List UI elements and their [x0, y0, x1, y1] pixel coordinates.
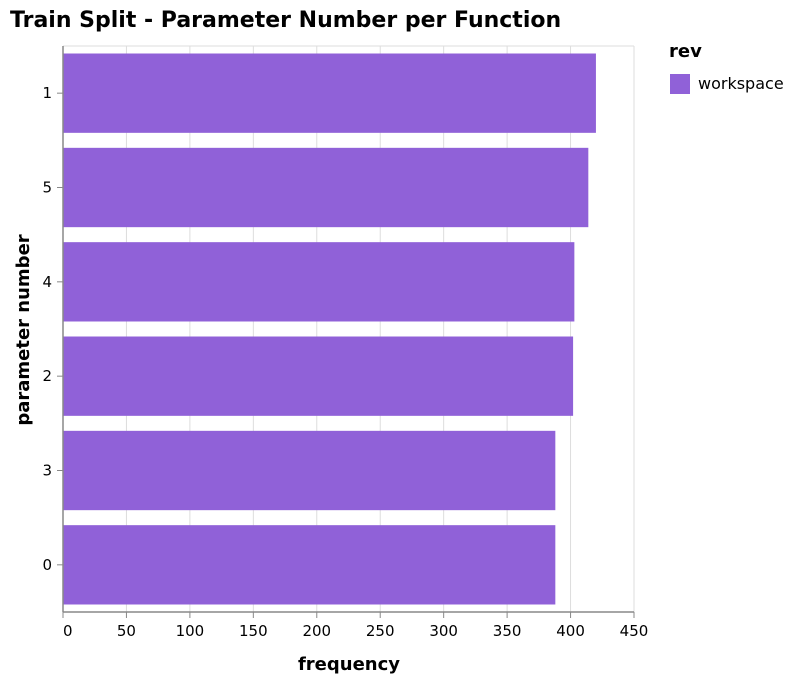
- x-tick-label: 350: [493, 622, 522, 640]
- x-tick-label: 100: [176, 622, 205, 640]
- x-tick-label: 400: [556, 622, 585, 640]
- x-tick-label: 250: [366, 622, 395, 640]
- bars: [63, 53, 596, 605]
- bar-0: [63, 525, 556, 605]
- y-axis-ticks: 1 5 4 2 3 0: [42, 84, 63, 574]
- x-tick-label: 50: [117, 622, 136, 640]
- y-tick-label: 2: [42, 367, 52, 385]
- x-axis-ticks: 0 50 100 150 200 250 300 350 400 450: [62, 612, 649, 640]
- chart-title: Train Split - Parameter Number per Funct…: [10, 8, 561, 33]
- y-tick-label: 3: [42, 462, 52, 480]
- x-tick-label: 200: [302, 622, 331, 640]
- bar-1: [63, 53, 596, 133]
- x-tick-label: 0: [63, 622, 73, 640]
- y-axis-title: parameter number: [13, 234, 34, 425]
- legend: rev workspace: [669, 41, 784, 94]
- x-tick-label: 300: [429, 622, 458, 640]
- axes: [62, 46, 634, 613]
- bar-3: [63, 430, 556, 511]
- legend-label-workspace: workspace: [698, 74, 784, 93]
- y-tick-label: 4: [42, 273, 52, 291]
- x-axis-title: frequency: [298, 654, 400, 675]
- x-tick-label: 450: [620, 622, 649, 640]
- bar-2: [63, 336, 574, 416]
- legend-title: rev: [669, 41, 702, 62]
- bar-4: [63, 242, 575, 322]
- x-tick-label: 150: [239, 622, 268, 640]
- legend-swatch: [670, 74, 690, 94]
- y-tick-label: 5: [42, 179, 52, 197]
- y-tick-label: 1: [42, 84, 52, 102]
- y-tick-label: 0: [42, 556, 52, 574]
- grid-lines: [62, 45, 635, 612]
- bar-5: [63, 147, 589, 228]
